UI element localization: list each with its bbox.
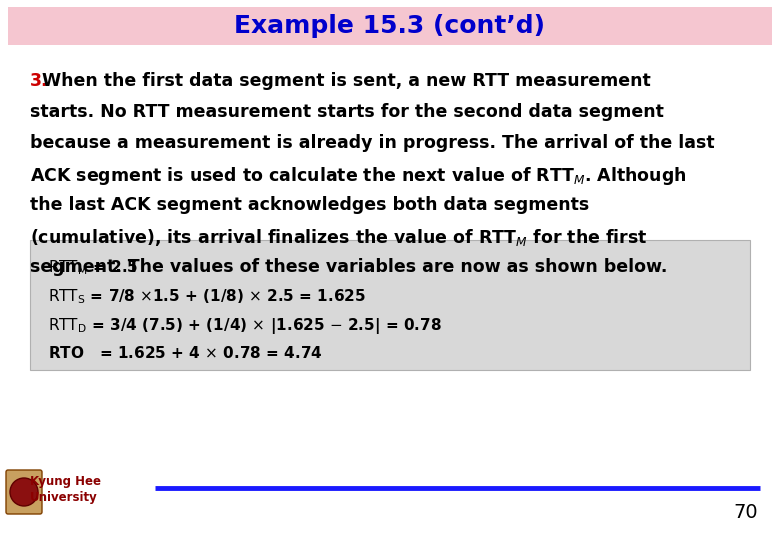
Text: Kyung Hee
University: Kyung Hee University — [30, 475, 101, 504]
Text: When the first data segment is sent, a new RTT measurement: When the first data segment is sent, a n… — [30, 72, 651, 90]
Bar — [30, 240, 750, 370]
FancyBboxPatch shape — [6, 470, 42, 514]
Bar — [8, 7, 772, 45]
Text: ACK segment is used to calculate the next value of RTT$_M$. Although: ACK segment is used to calculate the nex… — [30, 165, 686, 187]
Text: because a measurement is already in progress. The arrival of the last: because a measurement is already in prog… — [30, 134, 714, 152]
Text: 70: 70 — [733, 503, 758, 522]
Circle shape — [10, 478, 38, 506]
Text: 3.: 3. — [30, 72, 48, 90]
Text: segment. The values of these variables are now as shown below.: segment. The values of these variables a… — [30, 258, 668, 276]
Text: the last ACK segment acknowledges both data segments: the last ACK segment acknowledges both d… — [30, 196, 589, 214]
Text: (cumulative), its arrival finalizes the value of RTT$_M$ for the first: (cumulative), its arrival finalizes the … — [30, 227, 647, 248]
Text: starts. No RTT measurement starts for the second data segment: starts. No RTT measurement starts for th… — [30, 103, 664, 121]
Text: $\mathrm{RTT_D}$ = 3/4 (7.5) + (1/4) $\times$ |1.625 $-$ 2.5| = 0.78: $\mathrm{RTT_D}$ = 3/4 (7.5) + (1/4) $\t… — [48, 316, 442, 336]
Text: Example 15.3 (cont’d): Example 15.3 (cont’d) — [235, 14, 545, 38]
Text: $\mathrm{RTT_M}$ = 2.5: $\mathrm{RTT_M}$ = 2.5 — [48, 258, 138, 276]
Text: RTO   = 1.625 + 4 $\times$ 0.78 = 4.74: RTO = 1.625 + 4 $\times$ 0.78 = 4.74 — [48, 345, 323, 361]
Text: $\mathrm{RTT_S}$ = 7/8 $\times$1.5 + (1/8) $\times$ 2.5 = 1.625: $\mathrm{RTT_S}$ = 7/8 $\times$1.5 + (1/… — [48, 287, 366, 306]
